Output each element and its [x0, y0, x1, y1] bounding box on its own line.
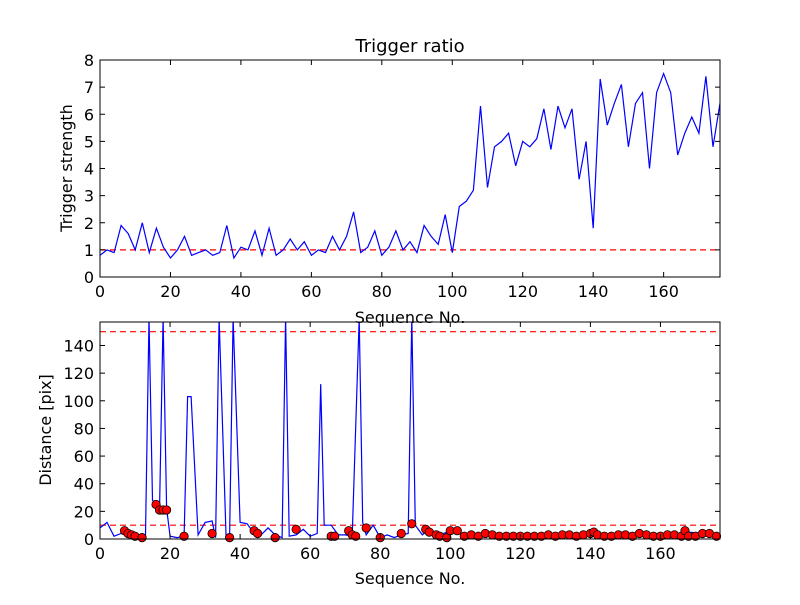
y-tick-label: 1 — [84, 241, 94, 260]
x-tick-label: 80 — [372, 282, 392, 301]
y-tick-label: 20 — [74, 502, 94, 521]
x-axis-label: Sequence No. — [355, 569, 466, 588]
x-tick-label: 140 — [578, 282, 609, 301]
y-tick-label: 60 — [74, 447, 94, 466]
data-point-marker — [407, 519, 417, 529]
x-tick-label: 100 — [435, 544, 466, 563]
data-point-marker — [179, 531, 189, 541]
x-tick-label: 0 — [95, 282, 105, 301]
data-point-marker — [161, 505, 172, 515]
y-tick-label: 7 — [84, 78, 94, 97]
y-tick-label: 3 — [84, 187, 94, 206]
data-point-marker — [137, 533, 147, 543]
data-point-marker — [225, 533, 235, 543]
y-tick-label: 120 — [63, 364, 94, 383]
data-point-marker — [396, 528, 406, 539]
data-point-marker — [291, 524, 301, 534]
x-tick-label: 40 — [231, 282, 251, 301]
y-tick-label: 2 — [84, 214, 94, 233]
x-tick-label: 40 — [230, 544, 250, 563]
chart-title: Trigger ratio — [354, 36, 464, 57]
x-tick-label: 20 — [160, 282, 180, 301]
data-point-marker — [253, 528, 263, 539]
x-tick-label: 0 — [95, 544, 105, 563]
data-point-marker — [330, 531, 340, 541]
trigger-ratio-chart: Trigger ratio Trigger strength 0 20 40 60 80… — [57, 36, 721, 301]
data-point-marker — [351, 531, 361, 541]
y-tick-label: 100 — [63, 392, 94, 411]
distance-chart: Sequence No. Distance [pix] 0 20 40 60 80 100… — [36, 321, 722, 588]
x-tick-label: 80 — [370, 544, 390, 563]
data-point-marker — [207, 528, 217, 539]
x-tick-label: 60 — [301, 282, 321, 301]
x-axis-label: Sequence No. — [355, 308, 466, 327]
x-tick-label: 100 — [437, 282, 468, 301]
y-axis-label: Distance [pix] — [36, 374, 55, 486]
y-tick-label: 6 — [84, 105, 94, 124]
data-point-marker — [711, 531, 722, 541]
data-point-marker — [361, 523, 371, 533]
y-tick-label: 0 — [84, 530, 94, 549]
x-tick-label: 160 — [645, 544, 676, 563]
x-tick-label: 20 — [160, 544, 180, 563]
y-tick-label: 5 — [84, 132, 94, 151]
y-tick-label: 8 — [84, 51, 94, 70]
x-tick-label: 120 — [505, 544, 536, 563]
plot-frame — [99, 321, 721, 540]
y-tick-label: 0 — [84, 268, 94, 287]
y-tick-label: 140 — [63, 336, 94, 355]
data-point-marker — [270, 533, 280, 543]
data-point-marker — [452, 526, 462, 536]
y-tick-label: 40 — [74, 475, 94, 494]
x-tick-label: 60 — [300, 544, 320, 563]
x-tick-label: 140 — [575, 544, 606, 563]
y-axis-label: Trigger strength — [57, 104, 76, 233]
series-line — [100, 71, 720, 260]
y-tick-label: 80 — [74, 419, 94, 438]
y-tick-label: 4 — [84, 160, 94, 179]
x-tick-label: 120 — [507, 282, 538, 301]
x-tick-label: 160 — [648, 282, 679, 301]
